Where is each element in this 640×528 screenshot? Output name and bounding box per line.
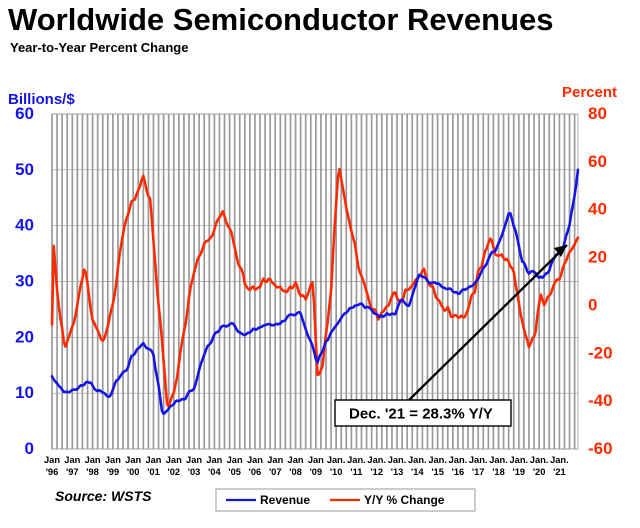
svg-text:Jan: Jan <box>227 455 243 465</box>
svg-text:Jan.: Jan. <box>530 455 549 465</box>
svg-text:0: 0 <box>25 439 34 458</box>
svg-text:60: 60 <box>588 152 607 171</box>
svg-text:20: 20 <box>15 327 34 346</box>
svg-text:'13: '13 <box>391 467 404 477</box>
svg-text:'04: '04 <box>208 467 221 477</box>
svg-text:Jan: Jan <box>64 455 80 465</box>
svg-text:'98: '98 <box>86 467 99 477</box>
svg-text:30: 30 <box>15 272 34 291</box>
svg-text:'96: '96 <box>46 467 59 477</box>
svg-text:Jan: Jan <box>125 455 141 465</box>
svg-text:Jan: Jan <box>85 455 101 465</box>
svg-text:'09: '09 <box>310 467 323 477</box>
svg-text:Jan.: Jan. <box>428 455 447 465</box>
svg-text:-20: -20 <box>588 343 613 362</box>
svg-text:60: 60 <box>15 104 34 123</box>
svg-text:Jan.: Jan. <box>489 455 508 465</box>
svg-text:'00: '00 <box>127 467 140 477</box>
svg-text:10: 10 <box>15 383 34 402</box>
svg-text:'12: '12 <box>370 467 383 477</box>
svg-text:Jan.: Jan. <box>347 455 366 465</box>
svg-text:'07: '07 <box>269 467 282 477</box>
svg-text:'19: '19 <box>513 467 526 477</box>
svg-text:'06: '06 <box>249 467 262 477</box>
svg-text:Jan.: Jan. <box>449 455 468 465</box>
svg-text:20: 20 <box>588 248 607 267</box>
svg-text:'99: '99 <box>107 467 120 477</box>
svg-text:Jan.: Jan. <box>469 455 488 465</box>
svg-text:80: 80 <box>588 104 607 123</box>
svg-text:Jan.: Jan. <box>388 455 407 465</box>
svg-text:Jan.: Jan. <box>408 455 427 465</box>
svg-text:Jan: Jan <box>206 455 222 465</box>
svg-text:Y/Y % Change: Y/Y % Change <box>364 493 445 507</box>
svg-text:Jan: Jan <box>44 455 60 465</box>
svg-text:40: 40 <box>15 216 34 235</box>
svg-text:'15: '15 <box>431 467 444 477</box>
svg-text:Jan: Jan <box>145 455 161 465</box>
svg-text:-60: -60 <box>588 439 613 458</box>
svg-text:Revenue: Revenue <box>260 493 310 507</box>
svg-text:Jan: Jan <box>105 455 121 465</box>
svg-text:'01: '01 <box>147 467 160 477</box>
svg-text:Jan: Jan <box>267 455 283 465</box>
svg-text:'05: '05 <box>228 467 241 477</box>
svg-text:'10: '10 <box>330 467 343 477</box>
svg-text:-40: -40 <box>588 391 613 410</box>
svg-text:50: 50 <box>15 160 34 179</box>
svg-text:'16: '16 <box>452 467 465 477</box>
svg-text:'03: '03 <box>188 467 201 477</box>
svg-text:40: 40 <box>588 200 607 219</box>
svg-text:Jan.: Jan. <box>367 455 386 465</box>
svg-text:Jan: Jan <box>247 455 263 465</box>
svg-text:Jan.: Jan. <box>327 455 346 465</box>
svg-text:'11: '11 <box>350 467 362 477</box>
svg-text:'08: '08 <box>289 467 302 477</box>
svg-text:Jan.: Jan. <box>509 455 528 465</box>
svg-text:Dec. '21 = 28.3% Y/Y: Dec. '21 = 28.3% Y/Y <box>349 406 493 423</box>
svg-text:'02: '02 <box>167 467 180 477</box>
svg-text:Jan: Jan <box>288 455 304 465</box>
svg-text:Jan: Jan <box>166 455 182 465</box>
svg-text:'20: '20 <box>533 467 546 477</box>
svg-text:Jan: Jan <box>308 455 324 465</box>
svg-text:Jan.: Jan. <box>550 455 569 465</box>
svg-text:'17: '17 <box>472 467 485 477</box>
svg-text:'18: '18 <box>492 467 505 477</box>
svg-text:Percent: Percent <box>562 84 617 101</box>
svg-text:'21: '21 <box>553 467 566 477</box>
svg-text:'14: '14 <box>411 467 424 477</box>
svg-text:0: 0 <box>588 295 597 314</box>
svg-text:'97: '97 <box>66 467 79 477</box>
svg-text:Jan: Jan <box>186 455 202 465</box>
